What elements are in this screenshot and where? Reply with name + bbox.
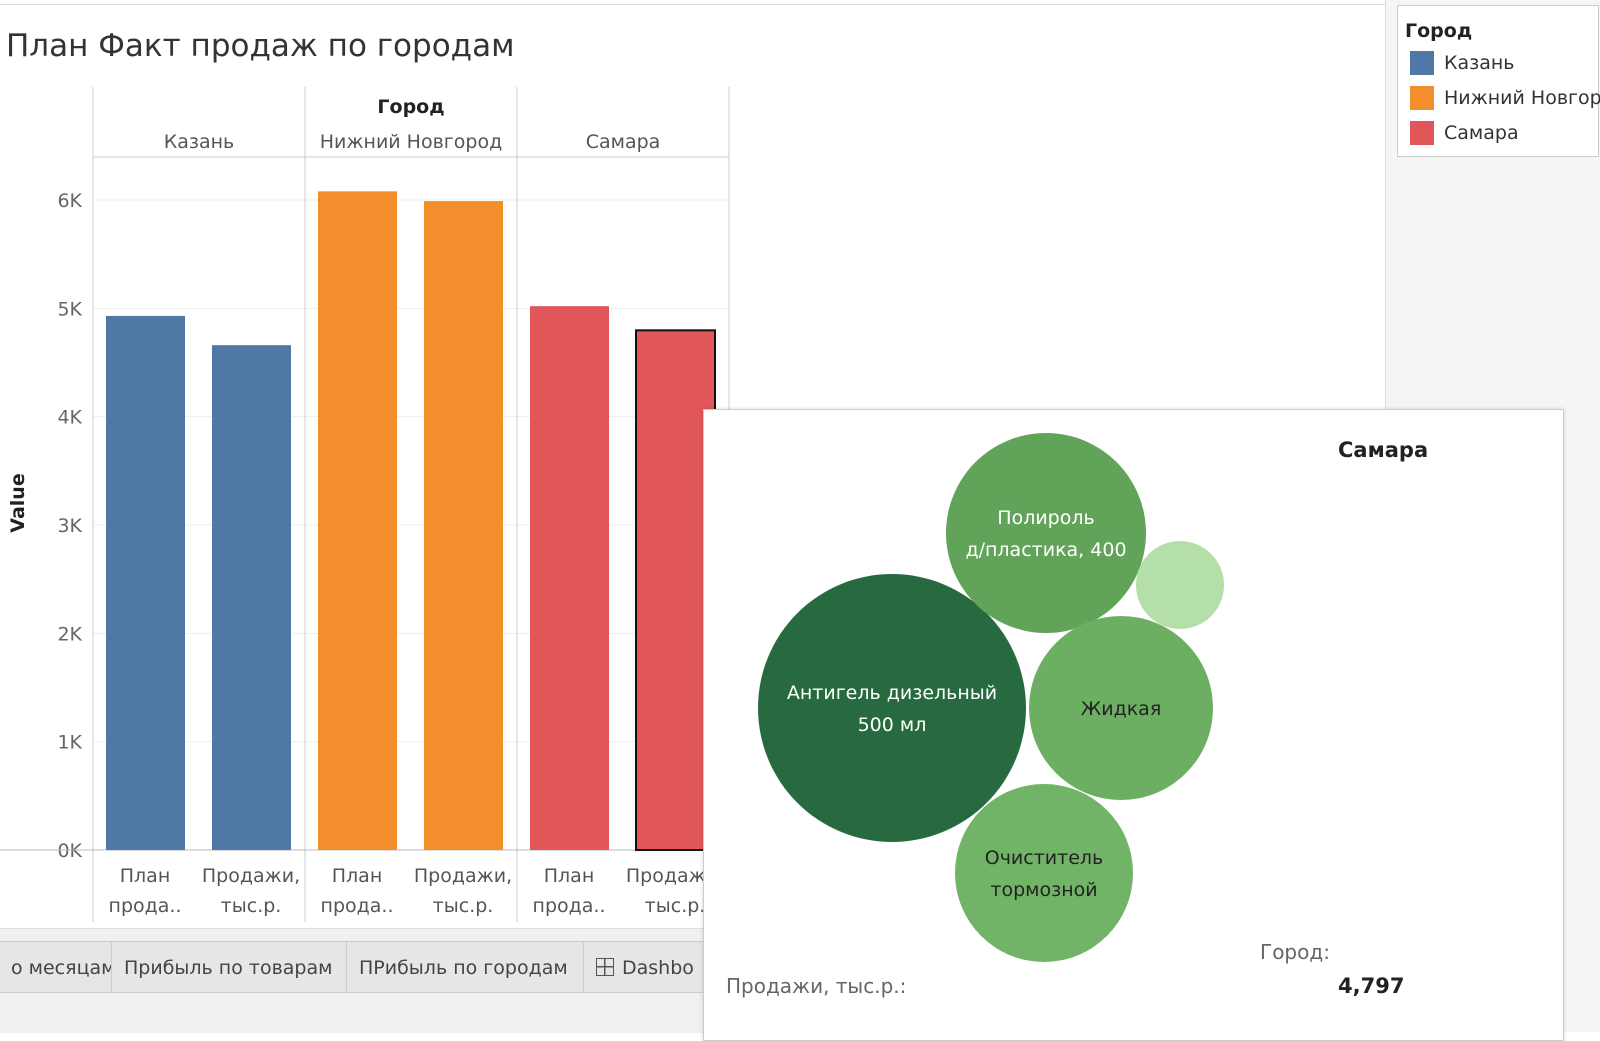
bar-chart: 0K 1K 2K 3K 4K 5K 6K Город Value Казань План прода.… — [0, 87, 730, 922]
legend-swatch — [1410, 51, 1434, 75]
bubble-label: Очиститель — [985, 847, 1104, 869]
bubble-label: 500 мл — [858, 714, 927, 736]
bubble-chart: Антигель дизельный 500 мл Полироль д/пласти… — [758, 433, 1224, 962]
y-tick-label: 2K — [57, 623, 82, 645]
legend-swatch — [1410, 121, 1434, 145]
legend-swatch — [1410, 86, 1434, 110]
x-category-label: тыс.р. — [645, 895, 706, 917]
y-axis-title: Value — [7, 473, 29, 532]
legend-title: Город — [1405, 20, 1473, 42]
bar-0-0[interactable] — [106, 315, 185, 851]
x-category-label: Продажи, — [626, 865, 724, 887]
legend-item-nizhny[interactable]: Нижний Новгород — [1410, 86, 1600, 110]
legend-item-samara[interactable]: Самара — [1410, 121, 1519, 145]
legend-label: Самара — [1444, 122, 1519, 144]
bar-2-0[interactable] — [530, 306, 609, 851]
tab-profit-by-products[interactable]: Прибыль по товарам — [111, 941, 347, 993]
dashboard-grid-icon — [596, 958, 614, 976]
pane-header-label: Нижний Новгород — [320, 131, 502, 153]
bubble-label: тормозной — [990, 879, 1097, 901]
x-category-label: прода.. — [109, 895, 182, 917]
y-tick-label: 4K — [57, 407, 82, 429]
bubble-1[interactable] — [946, 433, 1146, 633]
y-tick-label: 3K — [57, 515, 82, 537]
tooltip-city-value: Самара — [1338, 438, 1429, 462]
bubble-label: Полироль — [997, 507, 1094, 529]
bar-0-1[interactable] — [212, 345, 291, 850]
x-category-label: План — [332, 865, 383, 887]
bubble-3[interactable] — [1029, 616, 1213, 800]
bubble-4[interactable] — [955, 784, 1133, 962]
bar-1-0[interactable] — [318, 191, 397, 851]
bar-2-1[interactable] — [635, 329, 716, 851]
x-category-label: прода.. — [533, 895, 606, 917]
sheet-title: План Факт продаж по городам — [6, 28, 515, 64]
bubble-label: Жидкая — [1081, 698, 1162, 720]
tab-label: Dashbo — [622, 957, 694, 979]
y-tick-label: 0K — [57, 840, 82, 862]
pane-header-label: Казань — [164, 131, 235, 153]
x-category-label: План — [544, 865, 595, 887]
bubble-2[interactable] — [1136, 541, 1224, 629]
color-legend: Город Казань Нижний Новгород Самара — [1397, 5, 1600, 157]
y-tick-label: 1K — [57, 732, 82, 754]
tab-profit-by-cities[interactable]: ПРибыль по городам — [346, 941, 584, 993]
column-header-title: Город — [377, 96, 444, 118]
y-tick-label: 5K — [57, 298, 82, 320]
legend-label: Казань — [1444, 52, 1515, 74]
top-divider — [0, 4, 1385, 5]
legend-label: Нижний Новгород — [1444, 87, 1600, 109]
bubble-label: Антигель дизельный — [787, 682, 997, 704]
x-category-label: Продажи, — [414, 865, 512, 887]
tooltip-city-label: Город: — [1260, 940, 1330, 964]
x-category-label: План — [120, 865, 171, 887]
bubble-0[interactable] — [758, 574, 1026, 842]
tooltip-sales-value: 4,797 — [1338, 974, 1405, 998]
bubble-label: д/пластика, 400 — [965, 539, 1126, 561]
tooltip-sales-label: Продажи, тыс.р.: — [726, 974, 907, 998]
x-category-label: прода.. — [321, 895, 394, 917]
tooltip-popup: Самара Антигель дизельный 500 мл Полироль д… — [703, 409, 1564, 1041]
legend-item-kazan[interactable]: Казань — [1410, 51, 1515, 75]
tab-sales-by-month[interactable]: о месяцам — [0, 941, 112, 993]
y-tick-label: 6K — [57, 190, 82, 212]
x-category-label: тыс.р. — [221, 895, 282, 917]
bar-1-1[interactable] — [424, 201, 503, 851]
pane-header-label: Самара — [586, 131, 661, 153]
x-category-label: Продажи, — [202, 865, 300, 887]
tab-dashboard[interactable]: Dashbo — [583, 941, 723, 993]
x-category-label: тыс.р. — [433, 895, 494, 917]
